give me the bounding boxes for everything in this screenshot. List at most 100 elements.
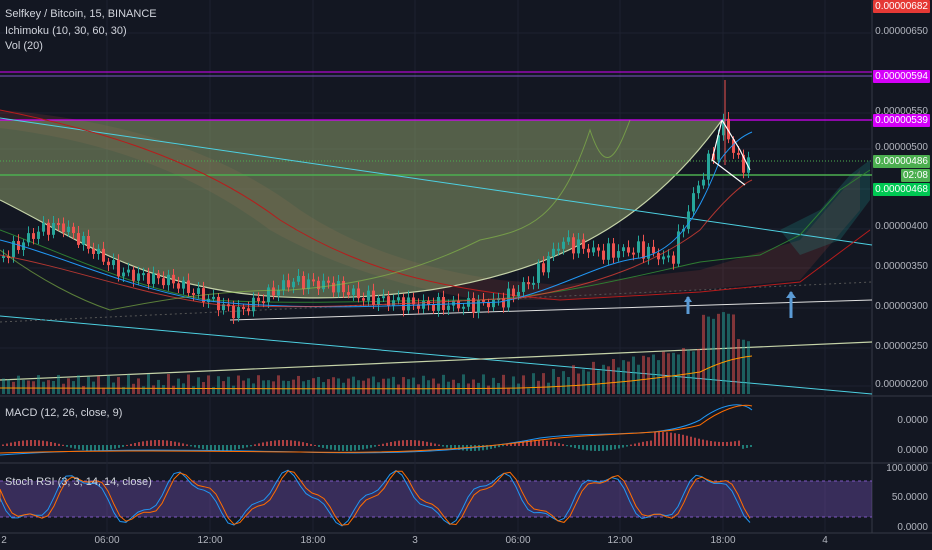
macd-histogram-bar <box>618 445 620 449</box>
stoch-tick: 50.0000 <box>891 492 928 503</box>
macd-histogram-bar <box>630 444 632 446</box>
macd-histogram-bar <box>278 440 280 446</box>
macd-histogram-bar <box>90 445 92 451</box>
chikou-line <box>0 119 631 311</box>
candle-body <box>377 297 380 305</box>
bar-countdown: 02:08 <box>900 169 930 182</box>
candle-body <box>632 252 635 255</box>
macd-histogram-bar <box>402 440 404 446</box>
volume-bar <box>317 376 320 394</box>
volume-bar <box>572 365 575 394</box>
volume-bar <box>687 349 690 394</box>
macd-histogram-bar <box>106 445 108 451</box>
symbol-title: Selfkey / Bitcoin, 15, BINANCE <box>5 8 157 20</box>
candle-body <box>317 280 320 290</box>
volume-bar <box>657 360 660 394</box>
candle-body <box>667 255 670 258</box>
macd-tick: 0.0000 <box>897 415 928 426</box>
volume-bar <box>212 386 215 394</box>
volume-bar <box>647 357 650 394</box>
macd-histogram-bar <box>166 440 168 446</box>
candle-body <box>212 296 215 299</box>
macd-histogram-bar <box>186 444 188 446</box>
candle-body <box>107 261 110 266</box>
candle-body <box>602 250 605 260</box>
candle-body <box>447 305 450 311</box>
macd-histogram-bar <box>102 445 104 451</box>
macd-histogram-bar <box>38 440 40 446</box>
volume-bar <box>407 379 410 394</box>
volume-bar <box>297 375 300 394</box>
volume-bar <box>117 377 120 394</box>
macd-histogram-bar <box>510 443 512 446</box>
volume-bar <box>27 380 30 394</box>
volume-bar <box>387 378 390 394</box>
volume-bar <box>737 339 740 394</box>
volume-bar <box>532 373 535 394</box>
trendline-upper <box>0 117 873 246</box>
candle-body <box>597 247 600 251</box>
volume-bar <box>577 373 580 394</box>
volume-bar <box>722 312 725 394</box>
macd-histogram-bar <box>330 445 332 450</box>
volume-bar <box>327 379 330 394</box>
macd-histogram-bar <box>578 445 580 449</box>
candle-body <box>717 135 720 160</box>
macd-histogram-bar <box>290 440 292 446</box>
volume-bar <box>87 376 90 394</box>
candle-body <box>82 236 85 245</box>
volume-bar <box>732 314 735 394</box>
macd-histogram-bar <box>522 440 524 446</box>
candle-body <box>592 247 595 253</box>
volume-bar <box>237 375 240 394</box>
macd-histogram-bar <box>26 440 28 446</box>
macd-histogram-bar <box>238 445 240 450</box>
volume-bar <box>617 367 620 394</box>
macd-histogram-bar <box>74 445 76 449</box>
volume-bar <box>382 378 385 394</box>
volume-bar <box>747 341 750 394</box>
volume-bar <box>362 380 365 394</box>
macd-histogram-bar <box>390 441 392 446</box>
volume-bar <box>222 381 225 394</box>
macd-histogram-bar <box>750 445 752 447</box>
candle-body <box>72 226 75 234</box>
macd-histogram-bar <box>442 445 444 447</box>
macd-histogram-bar <box>650 440 652 446</box>
candle-body <box>77 233 80 245</box>
candle-body <box>267 287 270 302</box>
stoch-rsi-legend: Stoch RSI (3, 3, 14, 14, close) <box>5 476 152 488</box>
macd-histogram-bar <box>706 440 708 446</box>
macd-histogram-bar <box>158 440 160 446</box>
time-label: 4 <box>822 535 828 546</box>
candle-body <box>517 291 520 297</box>
volume-bar <box>37 375 40 394</box>
macd-line <box>0 404 753 456</box>
macd-histogram-bar <box>302 442 304 446</box>
macd-histogram-bar <box>598 445 600 451</box>
macd-histogram-bar <box>662 432 664 446</box>
volume-bar <box>512 376 515 394</box>
macd-histogram-bar <box>346 445 348 451</box>
volume-bar <box>672 352 675 394</box>
price-tick: 0.00000300 <box>875 301 928 312</box>
candle-body <box>92 248 95 254</box>
volume-bar <box>632 356 635 394</box>
candle-body <box>357 288 360 299</box>
candle-body <box>652 246 655 254</box>
candle-body <box>2 256 5 259</box>
stoch-tick: 100.0000 <box>886 463 928 474</box>
candle-body <box>432 304 435 311</box>
macd-histogram-bar <box>134 442 136 446</box>
macd-histogram-bar <box>610 445 612 450</box>
macd-histogram-bar <box>718 441 720 446</box>
macd-histogram-bar <box>314 444 316 446</box>
macd-histogram-bar <box>34 440 36 446</box>
volume-bar <box>262 380 265 394</box>
volume-bar <box>717 313 720 394</box>
time-label: 12:00 <box>197 535 223 546</box>
macd-histogram-bar <box>150 440 152 446</box>
volume-bar <box>177 378 180 394</box>
macd-histogram-bar <box>70 445 72 448</box>
